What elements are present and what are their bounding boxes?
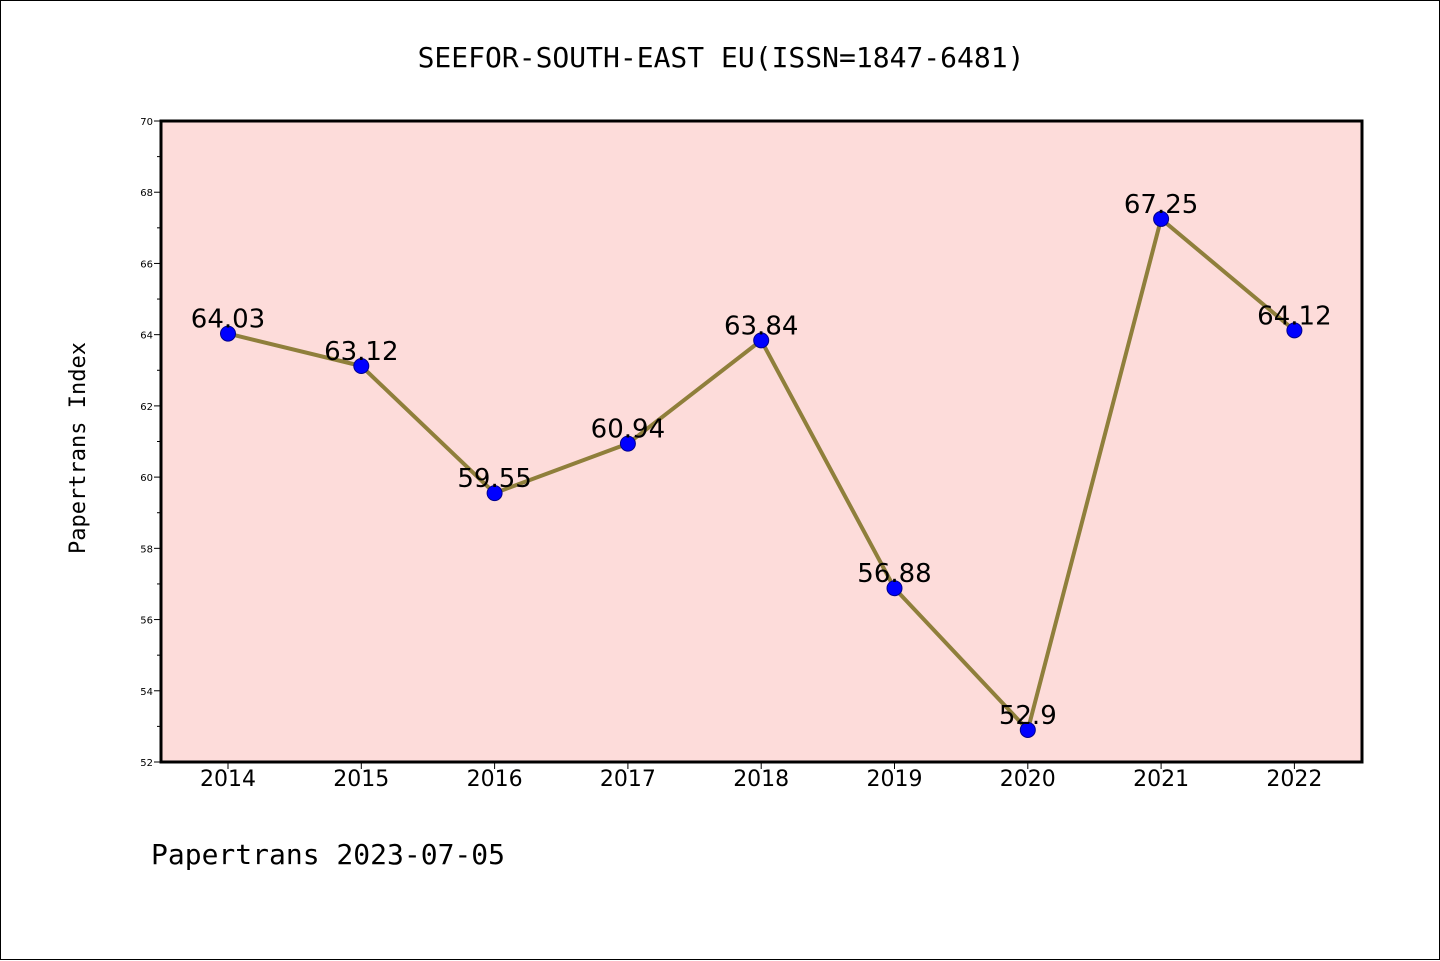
data-point [753, 332, 770, 349]
y-tick-label: 68 [140, 188, 153, 199]
x-tick-label: 2019 [867, 767, 923, 792]
chart-title: SEEFOR-SOUTH-EAST EU(ISSN=1847-6481) [418, 41, 1025, 74]
data-point [886, 580, 903, 597]
x-tick-label: 2020 [1000, 767, 1056, 792]
x-tick-label: 2016 [467, 767, 523, 792]
y-tick-label: 58 [140, 544, 153, 555]
data-label: 59.55 [457, 464, 531, 494]
data-point [1019, 721, 1036, 738]
x-tick-label: 2022 [1266, 767, 1322, 792]
x-tick-label: 2017 [600, 767, 656, 792]
footer-text: Papertrans 2023-07-05 [151, 838, 505, 871]
data-point [619, 435, 636, 452]
y-tick-label: 66 [140, 259, 153, 270]
y-tick-label: 52 [140, 758, 153, 769]
y-axis-label: Papertrans Index [66, 342, 91, 554]
data-label: 52.9 [999, 701, 1057, 731]
marker-group [220, 210, 1303, 738]
x-tick-label: 2014 [200, 767, 256, 792]
data-label: 64.12 [1257, 301, 1331, 331]
x-tick-label: 2021 [1133, 767, 1189, 792]
data-label: 63.84 [724, 311, 798, 341]
data-point [486, 485, 503, 502]
x-tick-label: 2015 [333, 767, 389, 792]
plot-area [159, 119, 1364, 764]
data-label: 63.12 [324, 337, 398, 367]
data-point [353, 358, 370, 375]
data-label: 64.03 [191, 305, 265, 335]
y-tick-label: 60 [140, 473, 153, 484]
data-point [1286, 322, 1303, 339]
data-point [220, 325, 236, 342]
data-label: 56.88 [857, 559, 931, 589]
data-label: 60.94 [591, 415, 665, 445]
data-label-group: 64.03 63.12 59.55 60.94 63.84 56.88 52.9 67.25 6… [191, 190, 1332, 731]
y-tick-label: 64 [140, 331, 153, 342]
y-tick-label: 56 [140, 616, 153, 627]
y-tick-label: 62 [140, 402, 153, 413]
x-tick-label: 2018 [733, 767, 789, 792]
data-label: 67.25 [1124, 190, 1198, 220]
y-tick-label: 70 [140, 117, 153, 128]
y-tick-label: 54 [140, 687, 153, 698]
x-axis: 2014 2015 2016 2017 2018 2019 2020 2021 2022 [200, 762, 1322, 792]
data-point [1153, 210, 1170, 227]
y-axis: 52 54 56 58 60 62 64 66 68 70 [140, 117, 161, 769]
